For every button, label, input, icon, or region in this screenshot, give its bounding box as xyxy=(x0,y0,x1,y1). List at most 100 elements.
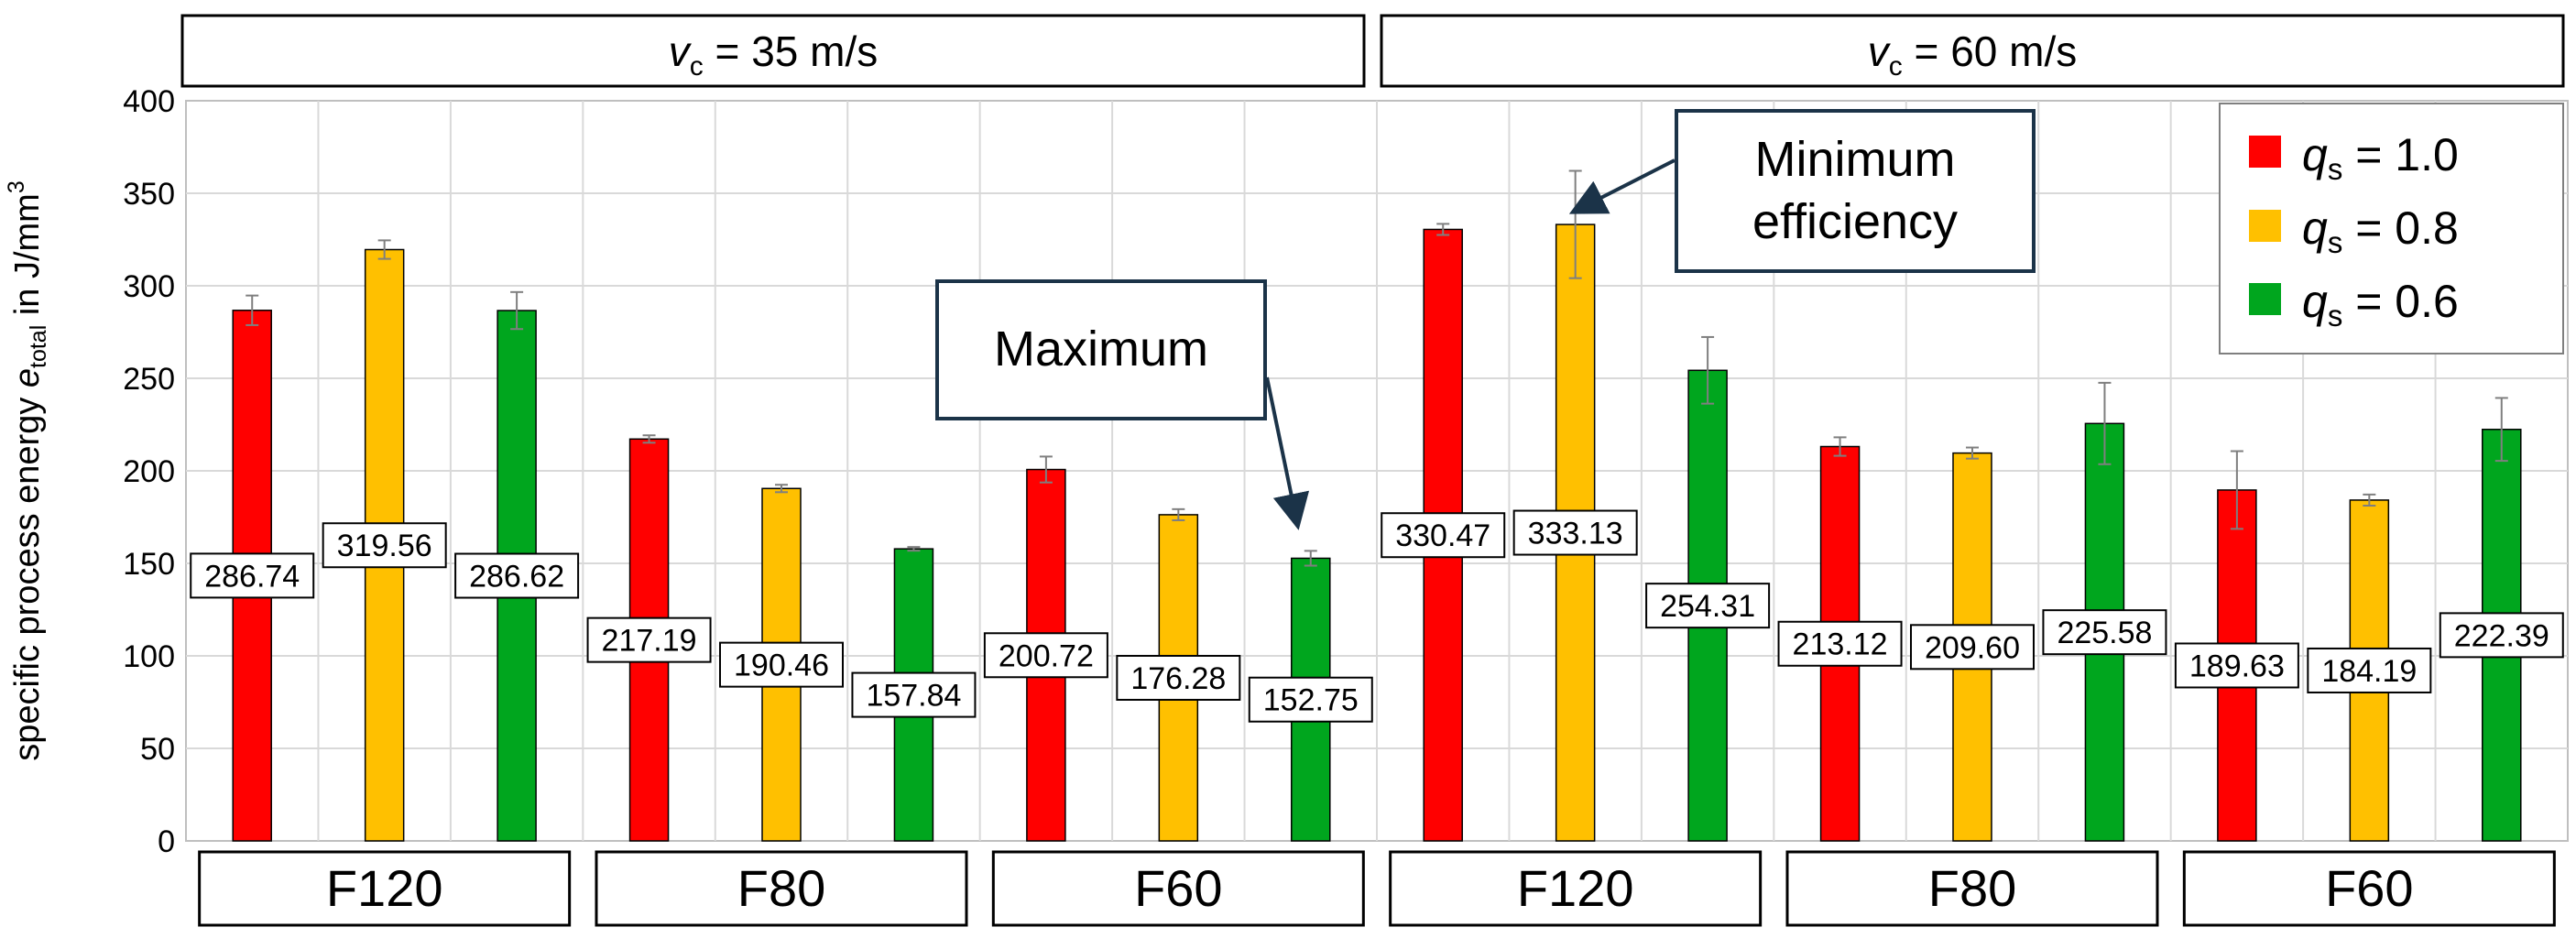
y-tick-label: 400 xyxy=(123,84,175,119)
data-label-box xyxy=(2174,642,2299,689)
svg-text:Maximum: Maximum xyxy=(994,322,1208,376)
data-label-box xyxy=(1248,676,1373,723)
data-label-text: 217.19 xyxy=(602,624,697,659)
legend-swatch-2 xyxy=(2249,283,2281,315)
group-label: F60 xyxy=(991,850,1365,927)
group-label: F60 xyxy=(2182,850,2556,927)
y-tick-label: 300 xyxy=(123,269,175,304)
data-label-text: 200.72 xyxy=(999,638,1094,673)
data-label-box xyxy=(1777,620,1903,667)
group-label-box xyxy=(991,850,1365,927)
group-label: F120 xyxy=(1389,850,1763,927)
data-label: 222.39 xyxy=(2439,612,2564,659)
group-label-text: F80 xyxy=(1928,859,2017,917)
data-label-box xyxy=(2307,647,2432,693)
data-label-text: 286.74 xyxy=(204,559,300,594)
data-label-box xyxy=(1116,654,1241,701)
data-label: 190.46 xyxy=(719,641,844,688)
svg-text:vc = 35 m/s: vc = 35 m/s xyxy=(669,27,878,82)
legend-label-1: qs = 0.8 xyxy=(2302,202,2459,259)
data-label: 330.47 xyxy=(1381,512,1506,559)
data-label-box xyxy=(190,552,315,599)
group-label: F120 xyxy=(198,850,572,927)
data-label: 184.19 xyxy=(2307,647,2432,693)
data-label-text: 190.46 xyxy=(734,649,829,683)
group-label-text: F120 xyxy=(1517,859,1634,917)
data-label: 225.58 xyxy=(2042,609,2167,656)
data-label: 286.74 xyxy=(190,552,315,599)
svg-text:vc = 60 m/s: vc = 60 m/s xyxy=(1868,27,2077,82)
legend-label-0: qs = 1.0 xyxy=(2302,129,2459,186)
data-label-text: 330.47 xyxy=(1395,518,1490,553)
data-label-text: 209.60 xyxy=(1925,630,2020,665)
data-label-text: 225.58 xyxy=(2057,616,2152,650)
svg-text:Minimum: Minimum xyxy=(1754,132,1955,187)
legend-swatch-1 xyxy=(2249,210,2281,242)
group-label-text: F60 xyxy=(2325,859,2414,917)
data-label-text: 333.13 xyxy=(1528,517,1623,551)
panel-header-1: vc = 60 m/s xyxy=(1380,14,2565,88)
data-label: 152.75 xyxy=(1248,676,1373,723)
y-tick-label: 150 xyxy=(123,547,175,582)
data-label: 213.12 xyxy=(1777,620,1903,667)
data-label: 254.31 xyxy=(1645,583,1771,629)
gridlines xyxy=(186,101,2568,841)
group-label-box xyxy=(1389,850,1763,927)
group-label-box xyxy=(198,850,572,927)
y-tick-label: 200 xyxy=(123,454,175,489)
group-label-text: F80 xyxy=(737,859,826,917)
error-bars xyxy=(246,169,2508,567)
group-labels: F120 F80 F60 F120 F80 F60 xyxy=(198,850,2556,927)
annotation-arrow xyxy=(1568,158,1675,214)
group-label-text: F120 xyxy=(326,859,443,917)
y-tick-label: 0 xyxy=(158,824,175,859)
annotation-maximum: Maximum xyxy=(935,279,1310,530)
data-label-box xyxy=(851,671,977,718)
data-labels: 286.74 217.19 200.72 330.47 213.12 189.63 319.… xyxy=(190,509,2564,723)
group-label-box xyxy=(1785,850,2159,927)
data-label-text: 254.31 xyxy=(1660,589,1755,624)
data-label: 176.28 xyxy=(1116,654,1241,701)
data-label-box xyxy=(454,552,580,599)
data-label-box xyxy=(2042,609,2167,656)
data-label-text: 222.39 xyxy=(2454,618,2549,653)
data-label-box xyxy=(1512,509,1638,556)
group-label-text: F60 xyxy=(1134,859,1223,917)
data-label-box xyxy=(586,616,712,663)
data-label-box xyxy=(1645,583,1771,629)
group-label: F80 xyxy=(1785,850,2159,927)
y-tick-label: 50 xyxy=(140,732,175,767)
y-tick-label: 100 xyxy=(123,639,175,674)
data-label: 319.56 xyxy=(322,522,447,569)
svg-text:efficiency: efficiency xyxy=(1752,194,1958,249)
data-label-box xyxy=(719,641,844,688)
group-label: F80 xyxy=(595,850,968,927)
data-label: 333.13 xyxy=(1512,509,1638,556)
data-label: 217.19 xyxy=(586,616,712,663)
legend: qs = 1.0 qs = 0.8 qs = 0.6 xyxy=(2219,103,2564,354)
y-tick-label: 350 xyxy=(123,177,175,212)
annotation-minimum-efficiency: Minimum efficiency xyxy=(1568,109,2036,273)
data-label-text: 152.75 xyxy=(1263,683,1359,718)
panel-header-0: vc = 35 m/s xyxy=(180,14,1366,88)
data-label: 157.84 xyxy=(851,671,977,718)
data-label-text: 189.63 xyxy=(2189,649,2285,683)
data-label: 200.72 xyxy=(983,632,1108,679)
data-label: 209.60 xyxy=(1910,624,2035,671)
data-label-text: 184.19 xyxy=(2321,654,2417,689)
data-label: 286.62 xyxy=(454,552,580,599)
data-label-text: 319.56 xyxy=(337,529,432,563)
group-label-box xyxy=(595,850,968,927)
data-label-box xyxy=(2439,612,2564,659)
annotation-arrow xyxy=(1265,376,1310,530)
data-label-text: 213.12 xyxy=(1793,627,1888,662)
y-axis: 0 50 100 150 200 250 300 350 400 xyxy=(123,84,175,859)
data-label: 189.63 xyxy=(2174,642,2299,689)
legend-swatch-0 xyxy=(2249,136,2281,168)
data-label-box xyxy=(1910,624,2035,671)
data-label-text: 286.62 xyxy=(469,560,564,594)
data-label-box xyxy=(322,522,447,569)
data-label-text: 176.28 xyxy=(1130,661,1226,696)
data-label-box xyxy=(1381,512,1506,559)
